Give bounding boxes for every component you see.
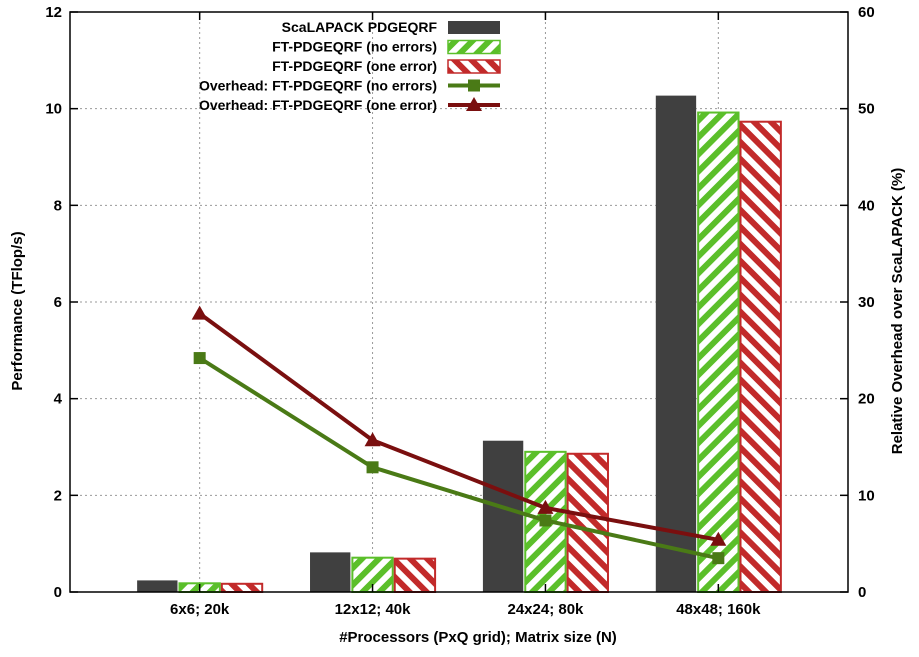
overhead-point-one-error bbox=[710, 531, 727, 546]
y2-tick-label: 50 bbox=[858, 101, 875, 118]
overhead-point-one-error bbox=[537, 499, 554, 514]
bar-ft-one-error bbox=[393, 557, 437, 594]
x-tick-label: 48x48; 160k bbox=[676, 601, 761, 618]
overhead-line-one-error bbox=[198, 311, 719, 542]
y-tick-label: 2 bbox=[54, 487, 62, 504]
bars-layer bbox=[137, 95, 782, 594]
legend-label: ScaLAPACK PDGEQRF bbox=[282, 19, 438, 35]
legend-label: FT-PDGEQRF (no errors) bbox=[272, 39, 437, 55]
legend-swatch-bar bbox=[448, 21, 500, 34]
legend-label: Overhead: FT-PDGEQRF (no errors) bbox=[199, 78, 437, 94]
overhead-point-no-errors bbox=[712, 552, 725, 565]
x-tick-label: 24x24; 80k bbox=[507, 601, 584, 618]
y2-tick-label: 20 bbox=[858, 391, 875, 408]
x-tick-label: 12x12; 40k bbox=[335, 601, 412, 618]
y2-tick-label: 40 bbox=[858, 197, 875, 214]
y2-tick-label: 10 bbox=[858, 487, 875, 504]
overhead-point-one-error bbox=[191, 305, 208, 320]
y2-axis-label: Relative Overhead over ScaLAPACK (%) bbox=[889, 168, 906, 455]
bar-ft-one-error bbox=[220, 582, 264, 593]
legend-label: FT-PDGEQRF (one error) bbox=[272, 58, 437, 74]
legend-swatch-marker bbox=[468, 79, 480, 92]
y2-tick-label: 0 bbox=[858, 584, 866, 601]
overhead-point-no-errors bbox=[366, 461, 379, 474]
y-axis-label: Performance (TFlop/s) bbox=[9, 231, 26, 390]
bar-scalapack bbox=[655, 95, 697, 592]
legend-swatch-bar bbox=[447, 59, 501, 74]
bar-scalapack bbox=[137, 580, 178, 592]
bar-scalapack bbox=[482, 440, 524, 592]
y2-tick-label: 60 bbox=[858, 4, 875, 21]
overhead-point-one-error bbox=[364, 432, 381, 447]
legend-label: Overhead: FT-PDGEQRF (one error) bbox=[199, 97, 437, 113]
bar-ft-one-error bbox=[566, 452, 609, 593]
y2-tick-label: 30 bbox=[858, 294, 875, 311]
y-tick-label: 4 bbox=[54, 391, 63, 408]
legend: ScaLAPACK PDGEQRF FT-PDGEQRF (no errors) F… bbox=[199, 19, 501, 113]
y-tick-label: 8 bbox=[54, 197, 62, 214]
overhead-line-no-errors bbox=[198, 356, 719, 561]
bar-ft-no-errors bbox=[697, 111, 740, 594]
overhead-point-no-errors bbox=[193, 352, 206, 365]
legend-swatch-marker bbox=[466, 97, 482, 111]
y-tick-label: 10 bbox=[45, 101, 62, 118]
x-tick-label: 6x6; 20k bbox=[170, 601, 230, 618]
y-tick-label: 6 bbox=[54, 294, 62, 311]
bar-ft-one-error bbox=[739, 120, 782, 593]
overhead-point-no-errors bbox=[539, 514, 552, 527]
legend-swatch-bar bbox=[447, 39, 501, 55]
x-axis-label: #Processors (PxQ grid); Matrix size (N) bbox=[339, 629, 617, 646]
lines-layer bbox=[191, 305, 727, 565]
y-tick-label: 12 bbox=[45, 4, 62, 21]
y-tick-label: 0 bbox=[54, 584, 62, 601]
ticks-layer: 0 2 4 6 8 10 12 0 10 20 30 40 50 60 6x6; 20k 12x12; 40k… bbox=[45, 4, 874, 618]
bar-scalapack bbox=[310, 552, 351, 592]
